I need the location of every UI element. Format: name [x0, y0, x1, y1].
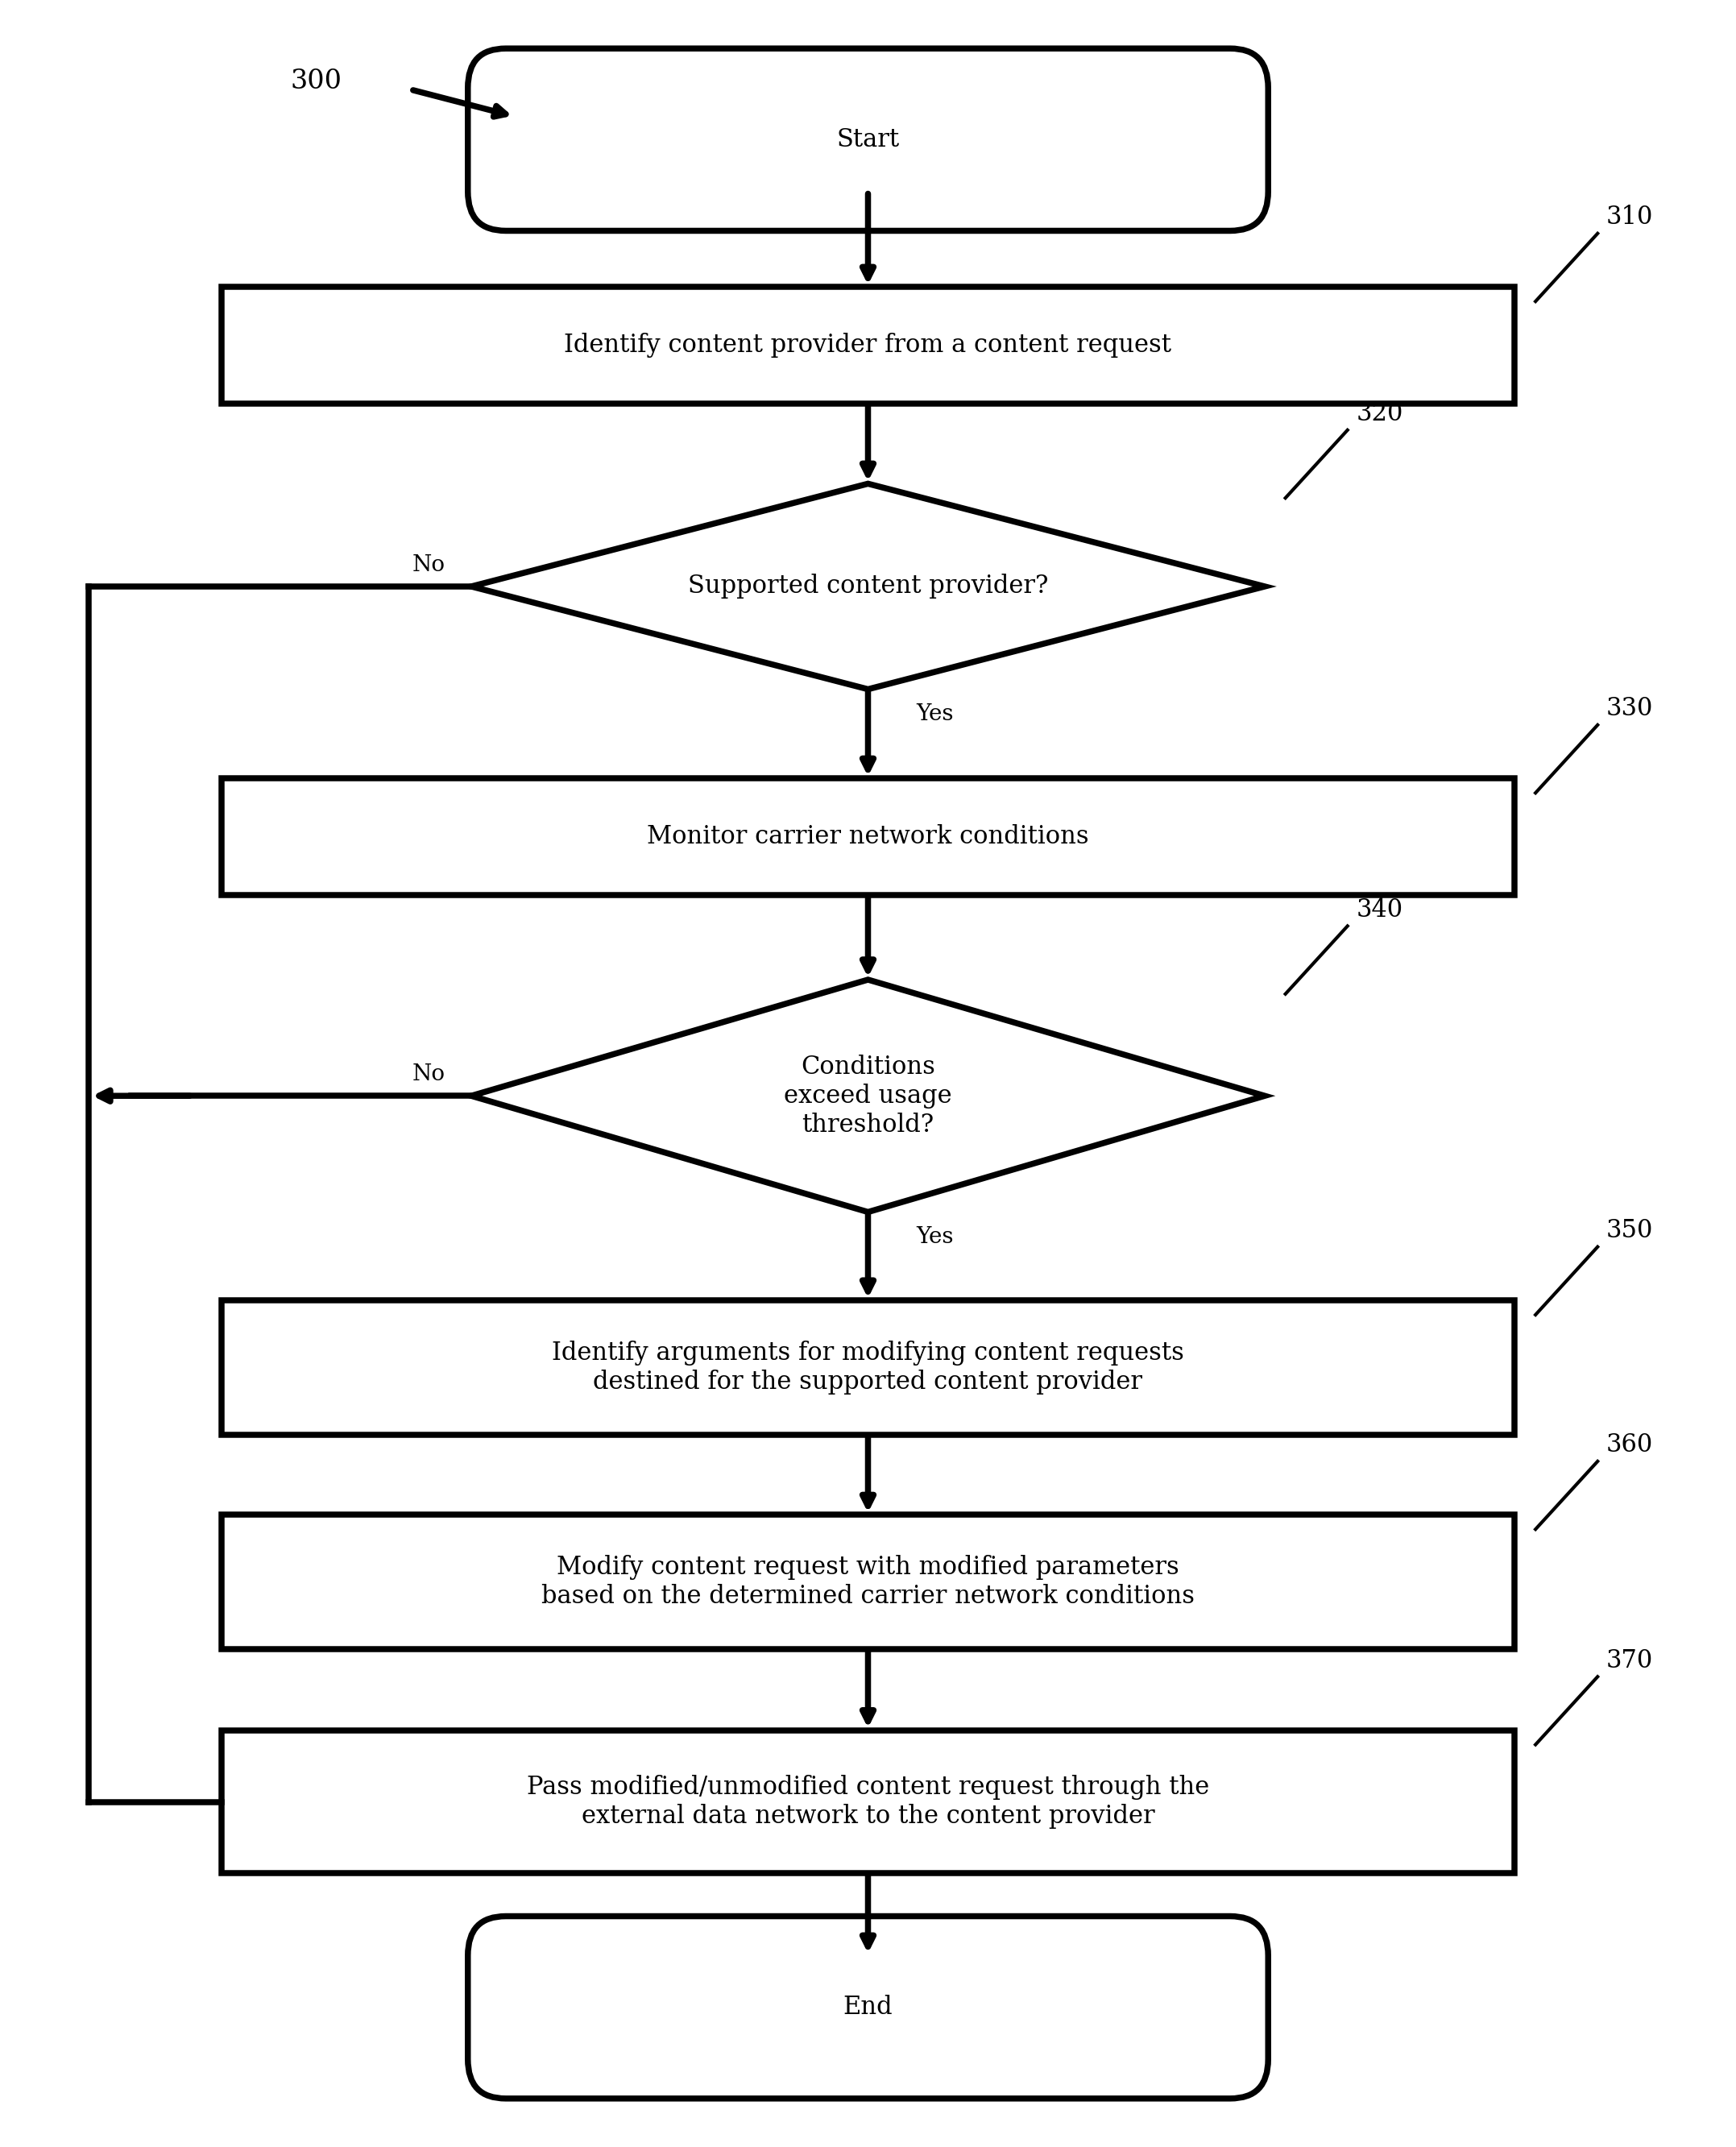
Text: End: End	[844, 1995, 892, 2020]
Text: Modify content request with modified parameters
based on the determined carrier : Modify content request with modified par…	[542, 1554, 1194, 1608]
Text: Conditions
exceed usage
threshold?: Conditions exceed usage threshold?	[785, 1054, 951, 1138]
Text: 310: 310	[1606, 204, 1653, 230]
Text: Pass modified/unmodified content request through the
external data network to th: Pass modified/unmodified content request…	[526, 1776, 1210, 1829]
Polygon shape	[470, 979, 1266, 1213]
Text: No: No	[413, 1063, 446, 1084]
Text: 320: 320	[1356, 401, 1403, 427]
Bar	[220, 288, 1516, 404]
Polygon shape	[470, 483, 1266, 689]
Bar	[220, 1301, 1516, 1434]
Text: 360: 360	[1606, 1432, 1653, 1458]
Text: Yes: Yes	[917, 704, 953, 726]
Text: 330: 330	[1606, 696, 1653, 721]
Text: 370: 370	[1606, 1649, 1653, 1673]
Text: No: No	[413, 554, 446, 575]
Text: Yes: Yes	[917, 1226, 953, 1247]
Text: 340: 340	[1356, 897, 1403, 923]
Text: Monitor carrier network conditions: Monitor carrier network conditions	[648, 824, 1088, 850]
Text: Supported content provider?: Supported content provider?	[687, 573, 1049, 599]
Text: Identify content provider from a content request: Identify content provider from a content…	[564, 333, 1172, 359]
FancyBboxPatch shape	[467, 1917, 1269, 2098]
Text: Start: Start	[837, 127, 899, 152]
Text: 300: 300	[290, 69, 342, 94]
Text: Identify arguments for modifying content requests
destined for the supported con: Identify arguments for modifying content…	[552, 1340, 1184, 1393]
FancyBboxPatch shape	[467, 49, 1269, 230]
Bar	[220, 1516, 1516, 1649]
Text: 350: 350	[1606, 1217, 1653, 1243]
Bar	[220, 1730, 1516, 1874]
Bar	[220, 779, 1516, 895]
